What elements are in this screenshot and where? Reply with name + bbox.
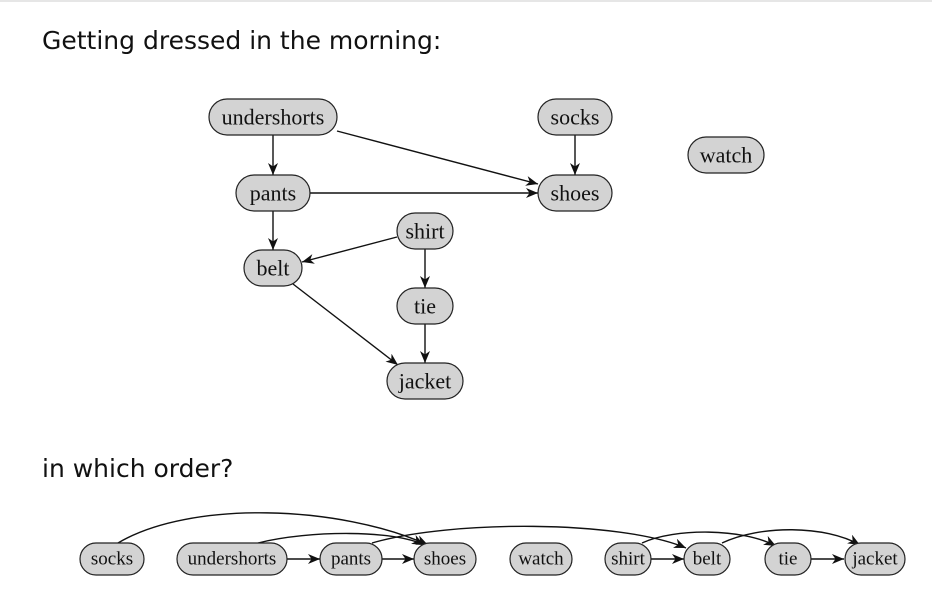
node-order-socks-label: socks xyxy=(91,549,133,570)
node-order-shirt: shirt xyxy=(604,542,652,576)
node-order-belt-shape xyxy=(683,542,731,576)
order-nodes: socks undershorts pants shoes watch shirt belt… xyxy=(79,542,906,576)
node-shoes-shape xyxy=(537,174,613,212)
node-tie-shape xyxy=(396,287,454,325)
order-edge-shirt-to-tie xyxy=(641,531,777,547)
edge-shirt-to-belt xyxy=(301,236,398,264)
node-watch: watch xyxy=(687,136,765,174)
node-order-tie-label: tie xyxy=(779,549,798,570)
order-question: in which order? xyxy=(42,454,234,483)
node-undershorts-shape xyxy=(208,98,338,136)
node-watch-label: watch xyxy=(700,143,753,168)
node-order-pants-label: pants xyxy=(331,549,371,570)
node-order-jacket: jacket xyxy=(844,542,906,576)
node-order-tie: tie xyxy=(764,542,812,576)
edge-undershorts-to-shoes xyxy=(336,130,539,186)
node-shirt-shape xyxy=(396,212,454,250)
node-order-watch: watch xyxy=(509,542,573,576)
node-socks-shape xyxy=(537,98,613,136)
node-pants-shape xyxy=(235,174,311,212)
node-order-jacket-label: jacket xyxy=(851,549,898,570)
node-order-undershorts-label: undershorts xyxy=(188,549,277,570)
graph-edges xyxy=(268,130,580,366)
node-order-shirt-shape xyxy=(604,542,652,576)
node-socks: socks xyxy=(537,98,613,136)
node-order-pants-shape xyxy=(319,542,383,576)
node-order-socks: socks xyxy=(79,542,145,576)
node-tie: tie xyxy=(396,287,454,325)
node-order-shirt-label: shirt xyxy=(611,549,646,570)
graph-nodes: undershorts socks watch pants shoes shirt belt… xyxy=(208,98,765,400)
node-order-undershorts-shape xyxy=(176,542,288,576)
node-jacket-label: jacket xyxy=(398,369,452,394)
node-shoes-label: shoes xyxy=(551,181,600,206)
node-order-shoes-shape xyxy=(413,542,477,576)
order-edge-socks-to-shoes xyxy=(117,512,429,546)
node-order-watch-shape xyxy=(509,542,573,576)
node-order-shoes-label: shoes xyxy=(424,549,466,570)
node-shirt-label: shirt xyxy=(405,219,444,244)
node-order-belt-label: belt xyxy=(693,549,722,570)
node-watch-shape xyxy=(687,136,765,174)
node-order-pants: pants xyxy=(319,542,383,576)
node-undershorts-label: undershorts xyxy=(222,105,325,130)
top-border xyxy=(0,0,932,2)
node-undershorts: undershorts xyxy=(208,98,338,136)
edge-belt-to-jacket xyxy=(292,283,399,366)
node-order-tie-shape xyxy=(764,542,812,576)
node-belt: belt xyxy=(243,249,303,287)
node-shoes: shoes xyxy=(537,174,613,212)
node-order-socks-shape xyxy=(79,542,145,576)
order-edges xyxy=(117,512,861,564)
page-title: Getting dressed in the morning: xyxy=(42,26,442,55)
node-jacket: jacket xyxy=(386,362,464,400)
node-belt-shape xyxy=(243,249,303,287)
node-socks-label: socks xyxy=(551,105,600,130)
node-order-belt: belt xyxy=(683,542,731,576)
order-edge-undershorts-to-shoes xyxy=(257,532,425,546)
node-order-jacket-shape xyxy=(844,542,906,576)
node-pants-label: pants xyxy=(250,181,296,206)
node-jacket-shape xyxy=(386,362,464,400)
node-pants: pants xyxy=(235,174,311,212)
node-belt-label: belt xyxy=(257,256,290,281)
node-order-watch-label: watch xyxy=(518,549,564,570)
node-tie-label: tie xyxy=(414,294,436,319)
node-shirt: shirt xyxy=(396,212,454,250)
node-order-undershorts: undershorts xyxy=(176,542,288,576)
order-edge-belt-to-jacket xyxy=(721,529,861,546)
node-order-shoes: shoes xyxy=(413,542,477,576)
